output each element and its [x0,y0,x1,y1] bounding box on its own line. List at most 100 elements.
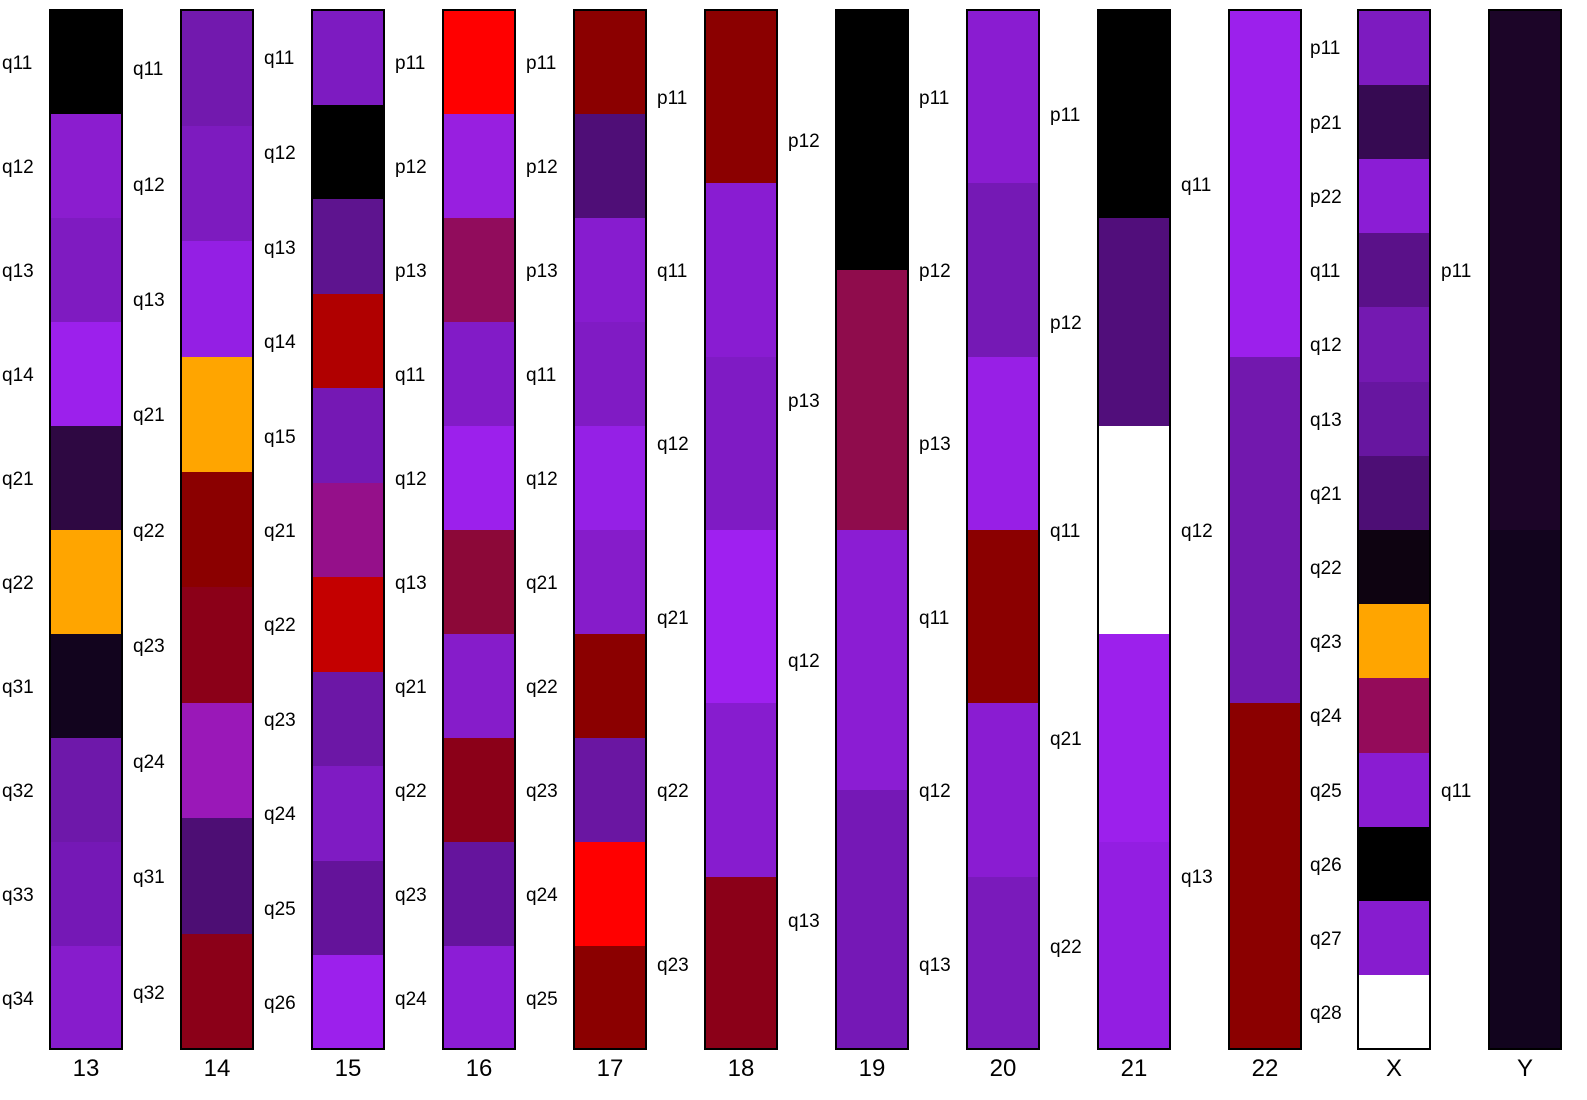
band-label: q24 [1310,706,1342,727]
band-16-5 [443,530,515,634]
band-14-6 [181,703,253,818]
band-Y-1 [1489,530,1561,1049]
band-X-2 [1358,159,1430,233]
band-16-7 [443,738,515,842]
band-label: q23 [395,885,427,906]
band-X-5 [1358,382,1430,456]
band-13-6 [50,634,122,738]
chromosome-outline-Y [1488,9,1562,1050]
band-17-7 [574,738,646,842]
band-label: q11 [657,261,687,282]
band-20-5 [967,877,1039,1049]
band-20-1 [967,183,1039,357]
band-13-4 [50,426,122,530]
chromosome-21 [1097,9,1171,1050]
band-label: q13 [133,290,165,311]
band-label: q21 [526,573,558,594]
band-label: q25 [1310,781,1342,802]
band-X-4 [1358,307,1430,382]
band-label: q12 [1181,521,1213,542]
band-label: q24 [264,804,296,825]
band-label: p13 [919,434,951,455]
band-label: p11 [526,53,556,74]
chromosome-19 [835,9,909,1050]
band-20-4 [967,703,1039,877]
chromosome-outline-20 [966,9,1040,1050]
chromosome-13 [49,9,123,1050]
chromosome-label: 22 [1252,1055,1279,1082]
chromosome-outline-17 [573,9,647,1050]
chromosome-labels-layer: 13 14 15 16 17 18 19 20 21 22 X Y [73,1055,1533,1082]
band-label: q12 [526,469,558,490]
band-label: q33 [2,885,34,906]
chromosome-label: 15 [335,1055,362,1082]
band-15-5 [312,483,384,577]
band-18-4 [705,703,777,877]
band-label: q11 [526,365,556,386]
chromosome-outline-X [1357,9,1431,1050]
band-label: p12 [788,131,820,152]
chromosome-outline-13 [49,9,123,1050]
band-label: p12 [1050,313,1082,334]
band-label: q13 [395,573,427,594]
band-label: q28 [1310,1003,1342,1024]
chromosome-label: 18 [728,1055,755,1082]
band-label: q13 [788,911,820,932]
band-22-2 [1229,703,1301,1049]
band-label: q12 [2,157,34,178]
chromosome-outline-19 [835,9,909,1050]
band-14-3 [181,357,253,472]
band-label: q12 [133,175,165,196]
band-label: q12 [264,143,296,164]
chromosome-label: 21 [1121,1055,1148,1082]
band-label: q27 [1310,929,1342,950]
band-label: q23 [133,636,165,657]
band-14-5 [181,587,253,703]
band-label: q32 [133,983,165,1004]
band-label: q12 [395,469,427,490]
band-label: q11 [2,53,32,74]
chromosome-outline-18 [704,9,778,1050]
band-label: q14 [2,365,34,386]
chromosome-15 [311,9,385,1050]
band-label: q23 [526,781,558,802]
band-label: q11 [919,608,949,629]
band-label: p11 [395,53,425,74]
band-label: q22 [395,781,427,802]
band-label: q13 [919,955,951,976]
band-label: q12 [919,781,951,802]
band-13-5 [50,530,122,634]
band-15-6 [312,577,384,672]
band-15-9 [312,861,384,955]
band-X-3 [1358,233,1430,307]
band-labels-layer: q11 q12 q13 q14 q21 q22 q31 q32 q33 q34 q11 q12 q13 q… [2,38,1471,1024]
band-label: p12 [395,157,427,178]
band-label: q23 [1310,632,1342,653]
chromosome-14 [180,9,254,1050]
band-18-5 [705,877,777,1049]
band-15-10 [312,955,384,1049]
band-14-8 [181,934,253,1049]
band-13-1 [50,114,122,218]
chromosome-17 [573,9,647,1050]
band-X-11 [1358,827,1430,901]
band-14-1 [181,126,253,241]
band-label: q21 [2,469,34,490]
band-17-0 [574,10,646,114]
band-16-6 [443,634,515,738]
band-label: q25 [526,989,558,1010]
band-label: q26 [1310,855,1342,876]
band-label: p12 [919,261,951,282]
band-label: q11 [1181,175,1211,196]
chromosome-outline-22 [1228,9,1302,1050]
band-label: q11 [1050,521,1080,542]
band-20-2 [967,357,1039,530]
chromosome-label: Y [1517,1055,1533,1082]
chromosome-label: 17 [597,1055,624,1082]
band-16-3 [443,322,515,426]
band-label: q21 [1050,729,1082,750]
band-label: q13 [264,238,296,259]
band-14-0 [181,10,253,126]
band-label: q12 [788,651,820,672]
band-15-1 [312,105,384,199]
